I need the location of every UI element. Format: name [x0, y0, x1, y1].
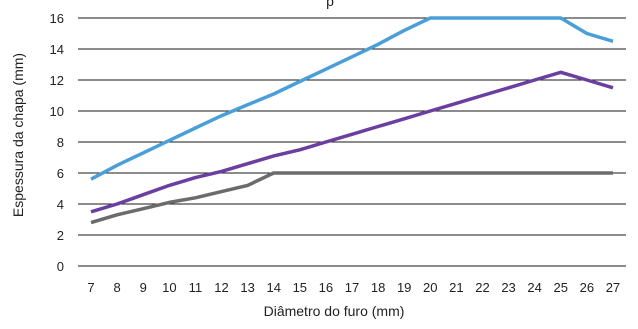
x-tick-label: 9 [140, 280, 147, 295]
x-tick-label: 25 [554, 280, 568, 295]
x-tick-label: 21 [449, 280, 463, 295]
y-tick-label: 16 [50, 11, 64, 26]
x-tick-label: 14 [266, 280, 280, 295]
y-tick-label: 12 [50, 73, 64, 88]
series-lines [90, 16, 614, 225]
y-tick-label: 0 [57, 259, 64, 274]
x-axis-label: Diâmetro do furo (mm) [264, 303, 405, 319]
x-tick-label: 7 [87, 280, 94, 295]
series-line-1 [90, 16, 614, 181]
chart-title-fragment: p [326, 0, 334, 9]
series-line-2 [90, 70, 614, 214]
x-tick-label: 27 [606, 280, 620, 295]
x-axis-tick-labels: 7 8 9 10 11 12 13 14 15 16 17 18 19 20 21 22 23 24 25 26 27 [87, 280, 620, 295]
x-tick-label: 19 [397, 280, 411, 295]
x-tick-label: 15 [293, 280, 307, 295]
y-tick-label: 10 [50, 104, 64, 119]
x-tick-label: 8 [114, 280, 121, 295]
y-tick-label: 4 [57, 197, 64, 212]
x-tick-label: 22 [475, 280, 489, 295]
y-tick-label: 14 [50, 42, 64, 57]
series-line-3 [90, 171, 613, 225]
x-tick-label: 26 [580, 280, 594, 295]
y-tick-label: 6 [57, 166, 64, 181]
x-tick-label: 23 [501, 280, 515, 295]
y-axis-label: Espessura da chapa (mm) [10, 53, 26, 217]
x-tick-label: 18 [371, 280, 385, 295]
x-tick-label: 17 [345, 280, 359, 295]
x-tick-label: 11 [189, 280, 203, 295]
x-tick-label: 12 [214, 280, 228, 295]
y-tick-label: 2 [57, 228, 64, 243]
x-tick-label: 10 [162, 280, 176, 295]
x-tick-label: 24 [527, 280, 541, 295]
x-tick-label: 20 [423, 280, 437, 295]
x-tick-label: 13 [240, 280, 254, 295]
y-axis-tick-labels: 0 2 4 6 8 10 12 14 16 [50, 11, 64, 274]
y-tick-label: 8 [57, 135, 64, 150]
x-tick-label: 16 [319, 280, 333, 295]
